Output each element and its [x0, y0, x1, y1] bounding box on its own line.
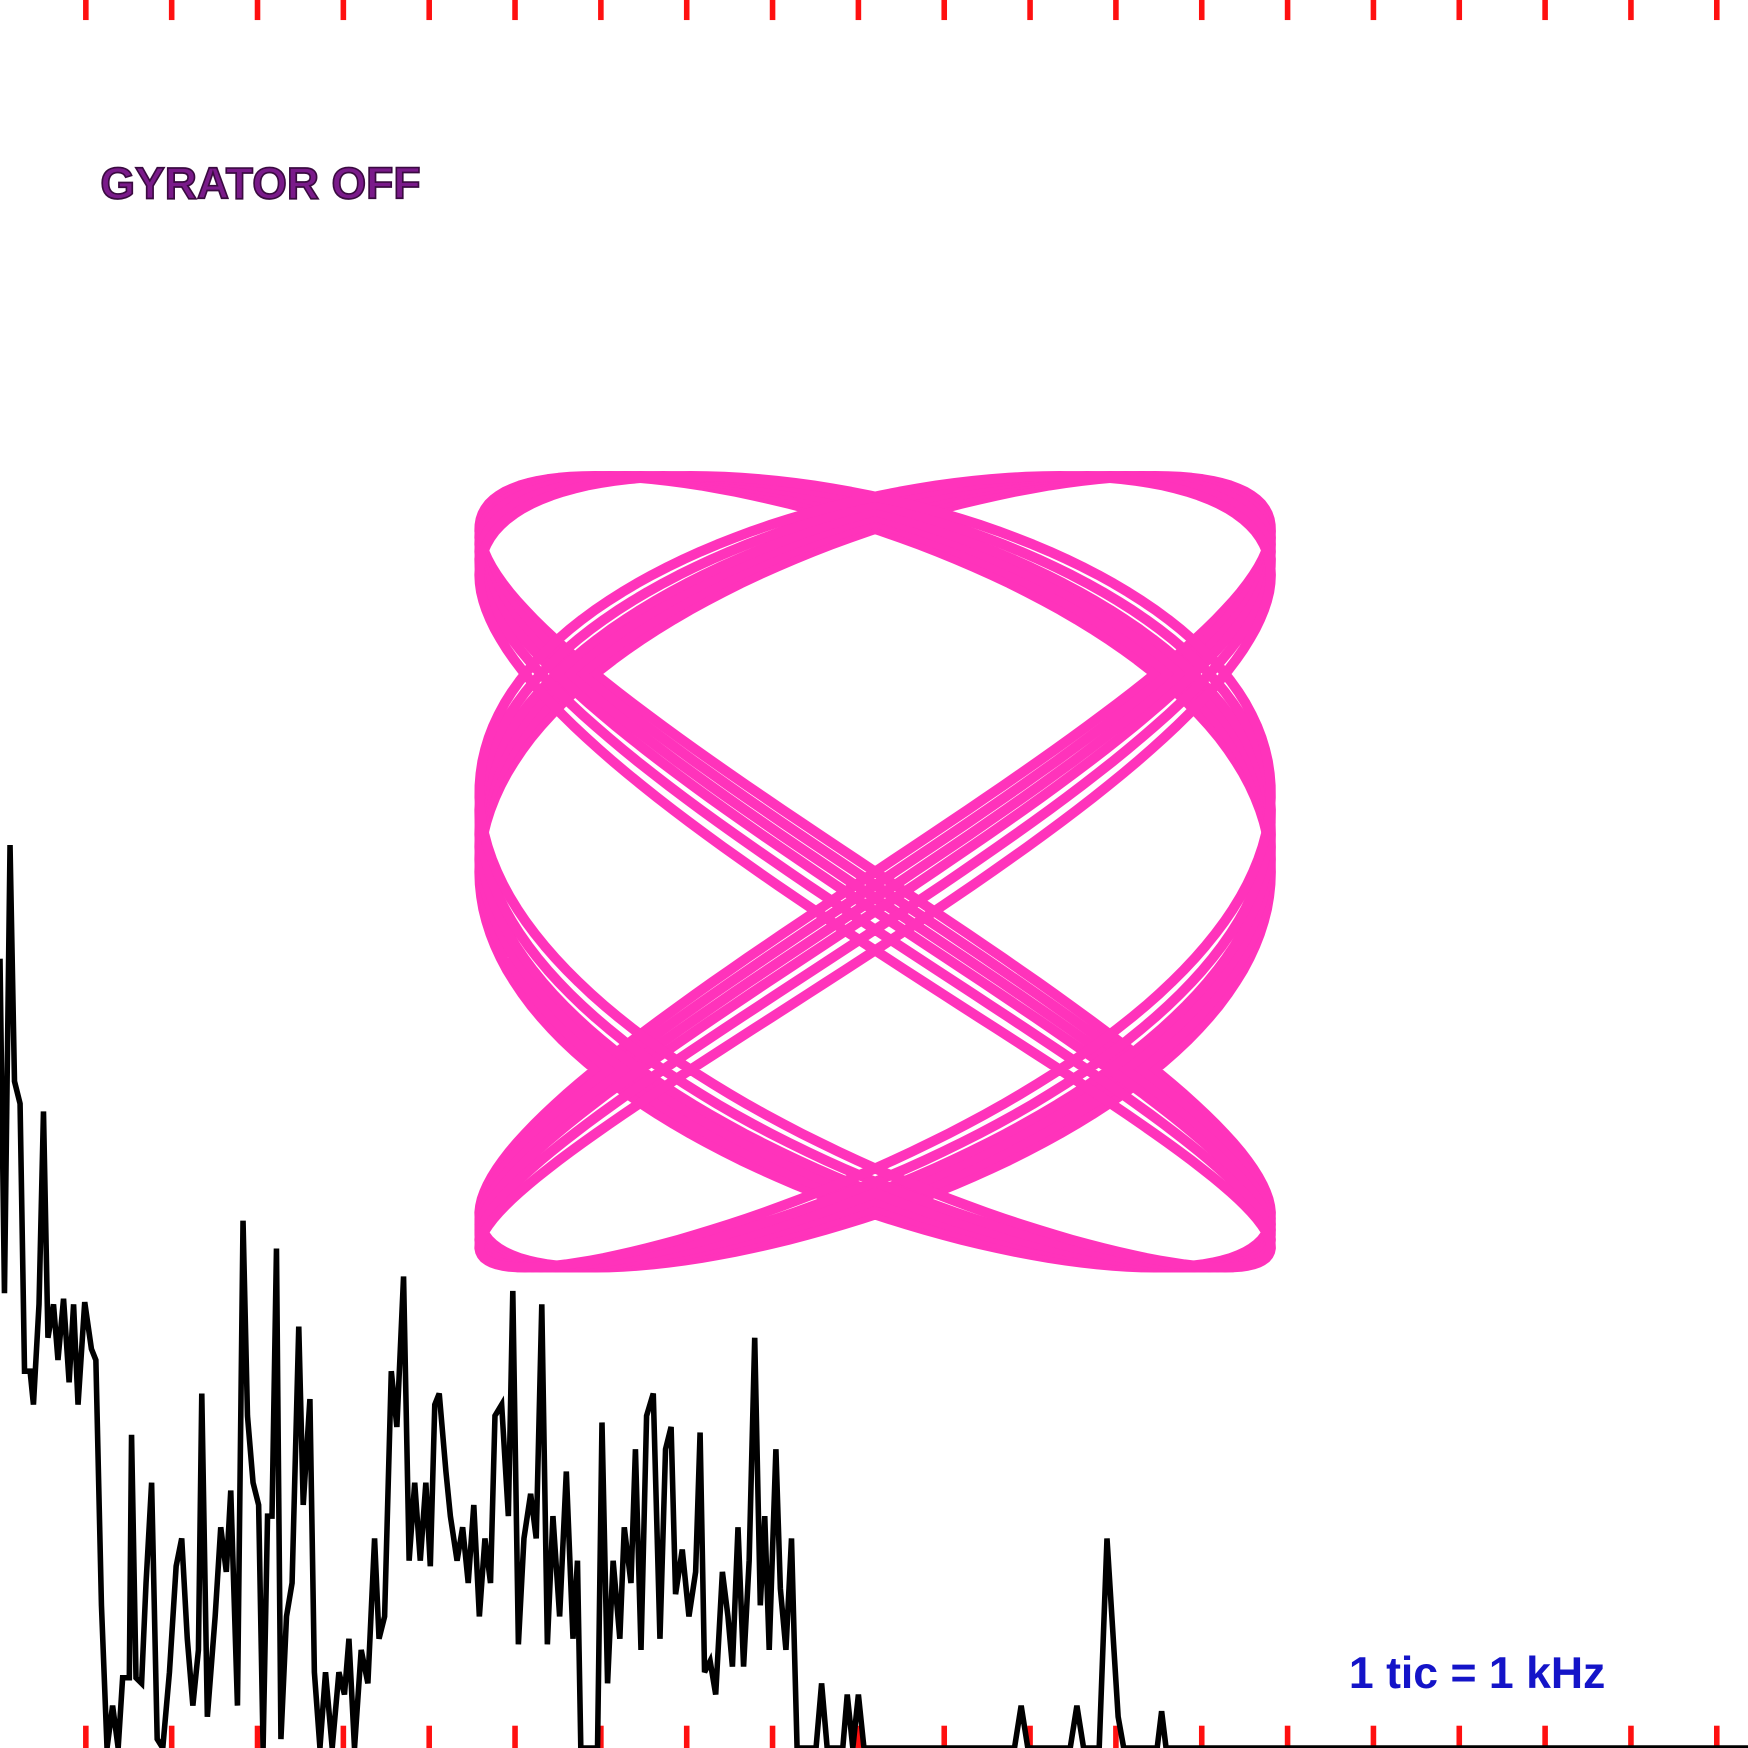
- tick-marks: [83, 0, 1720, 1748]
- spectrum-trace: [0, 844, 1748, 1748]
- status-label: GYRATOR OFF: [100, 159, 420, 208]
- lissajous-trace: [474, 471, 1276, 1273]
- lissajous-trace: [474, 471, 1276, 1273]
- lissajous-trace: [474, 471, 1276, 1273]
- lissajous-figure: [474, 471, 1276, 1273]
- lissajous-trace: [474, 471, 1276, 1273]
- lissajous-trace: [474, 471, 1276, 1273]
- lissajous-trace: [474, 471, 1276, 1273]
- scale-label: 1 tic = 1 kHz: [1349, 1649, 1605, 1698]
